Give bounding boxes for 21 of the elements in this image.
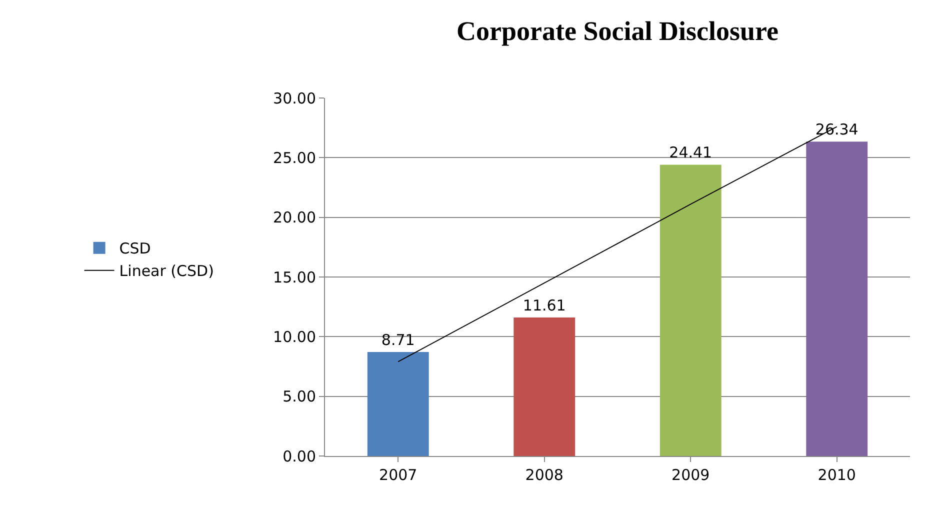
data-label: 11.61 <box>522 296 566 314</box>
bar <box>806 142 868 456</box>
bar <box>514 317 576 456</box>
x-tick-label: 2010 <box>818 466 856 484</box>
y-tick-label: 25.00 <box>273 148 316 167</box>
bar <box>660 164 722 456</box>
x-tick-label: 2007 <box>379 466 418 484</box>
legend-label: Linear (CSD) <box>119 262 214 280</box>
x-tick-label: 2009 <box>672 466 710 484</box>
chart-title: Corporate Social Disclosure <box>456 16 778 46</box>
x-tick-label: 2008 <box>525 466 564 484</box>
legend-label: CSD <box>119 240 151 258</box>
data-label: 24.41 <box>669 144 712 162</box>
y-tick-label: 0.00 <box>282 447 316 466</box>
y-tick-label: 15.00 <box>273 268 316 286</box>
y-tick-label: 10.00 <box>273 328 316 346</box>
data-label: 8.71 <box>381 331 415 350</box>
y-tick-label: 30.00 <box>273 89 316 108</box>
y-tick-label: 5.00 <box>282 388 316 406</box>
bar <box>367 352 429 456</box>
y-tick-label: 20.00 <box>273 208 316 227</box>
